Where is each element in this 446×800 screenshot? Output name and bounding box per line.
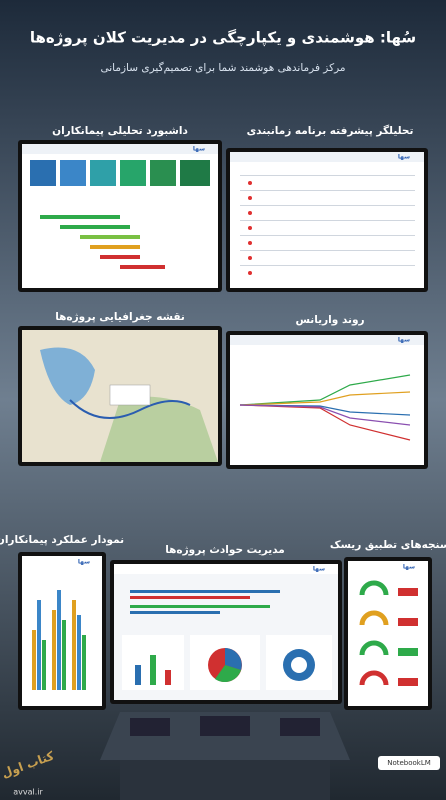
panel-label: روند واریانس	[295, 314, 364, 326]
screen: سها	[226, 148, 428, 292]
subtitle: مرکز فرماندهی هوشمند شما برای تصمیم‌گیری…	[100, 61, 345, 74]
screen-logo: سها	[403, 564, 415, 571]
panel-label: سنجه‌های تطبیق ریسک	[330, 539, 446, 551]
screen-logo: سها	[313, 566, 325, 573]
screen-logo: سها	[398, 154, 410, 161]
watermark-site: avval.ir	[13, 788, 43, 797]
panel-label: تحلیلگر پیشرفته برنامه زمانبندی	[247, 124, 414, 137]
screen-logo: سها	[78, 559, 90, 566]
panel-label: داشبورد تحلیلی پیمانکاران	[52, 125, 188, 137]
screen: سها	[226, 331, 428, 469]
badge-text: NotebookLM	[387, 759, 431, 767]
title: سُها: هوشمندی و یکپارچگی در مدیریت کلان …	[30, 29, 416, 48]
screen: سها	[344, 557, 432, 710]
panel-label: نمودار عملکرد پیمانکاران	[0, 534, 124, 546]
screen: سها	[18, 552, 106, 710]
screen-logo: سها	[398, 337, 410, 344]
screen: سها	[18, 140, 222, 292]
console	[100, 712, 350, 800]
panel-label: مدیریت حوادث پروژه‌ها	[165, 544, 285, 556]
screen	[18, 326, 222, 466]
panel-label: نقشه جغرافیایی پروژه‌ها	[55, 311, 185, 323]
badge	[378, 756, 440, 770]
screen-logo: سها	[193, 146, 205, 153]
screen: سها	[110, 560, 342, 704]
